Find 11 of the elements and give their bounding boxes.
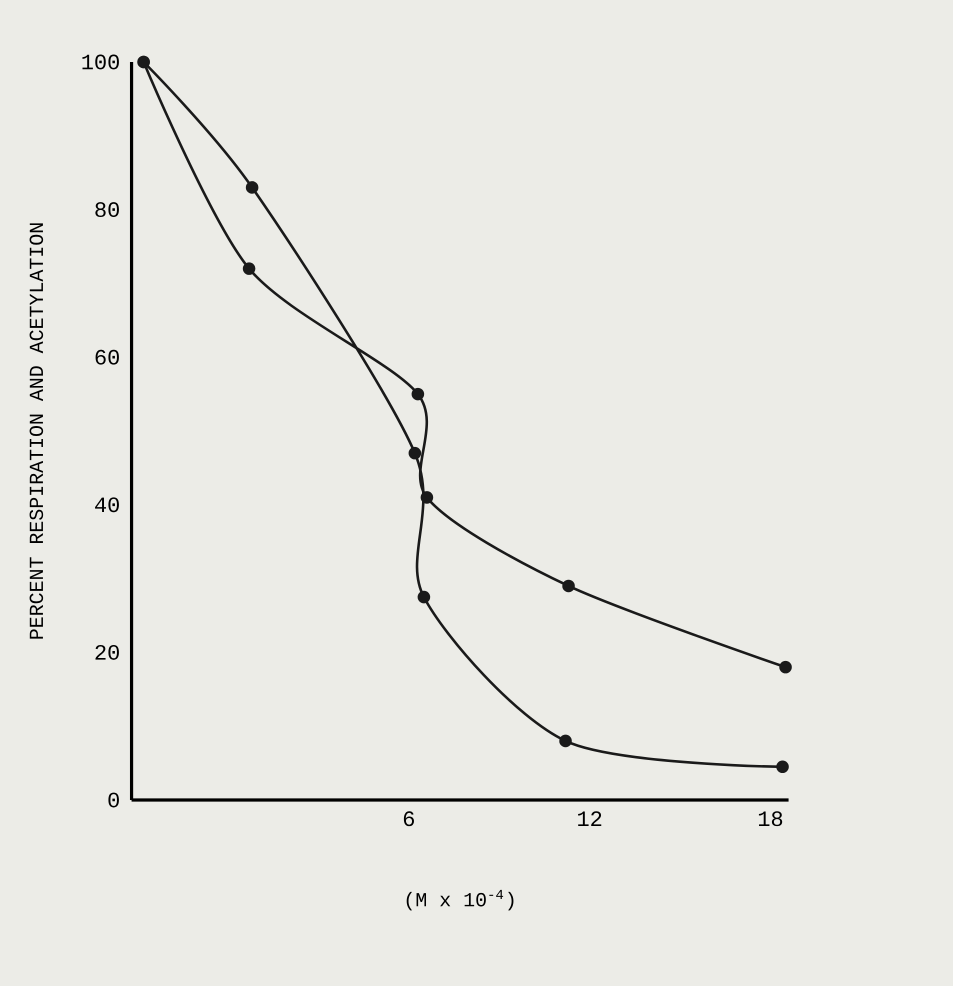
y-tick-label: 40: [95, 497, 119, 512]
x-tick-label: 12: [578, 811, 602, 826]
y-tick-label: 80: [95, 202, 119, 218]
y-tick-label: 20: [95, 644, 119, 660]
y-tick-label: 100: [82, 54, 119, 70]
x-axis-title: (M x 10$^{-4}$): [406, 890, 514, 910]
x-tick-label: 18: [758, 811, 782, 826]
y-tick-label: 0: [108, 792, 119, 808]
y-axis-title: PERCENT RESPIRATION AND ACETYLATION: [30, 223, 44, 639]
x-tick-label: 6: [404, 811, 414, 826]
y-tick-label: 60: [96, 350, 119, 365]
